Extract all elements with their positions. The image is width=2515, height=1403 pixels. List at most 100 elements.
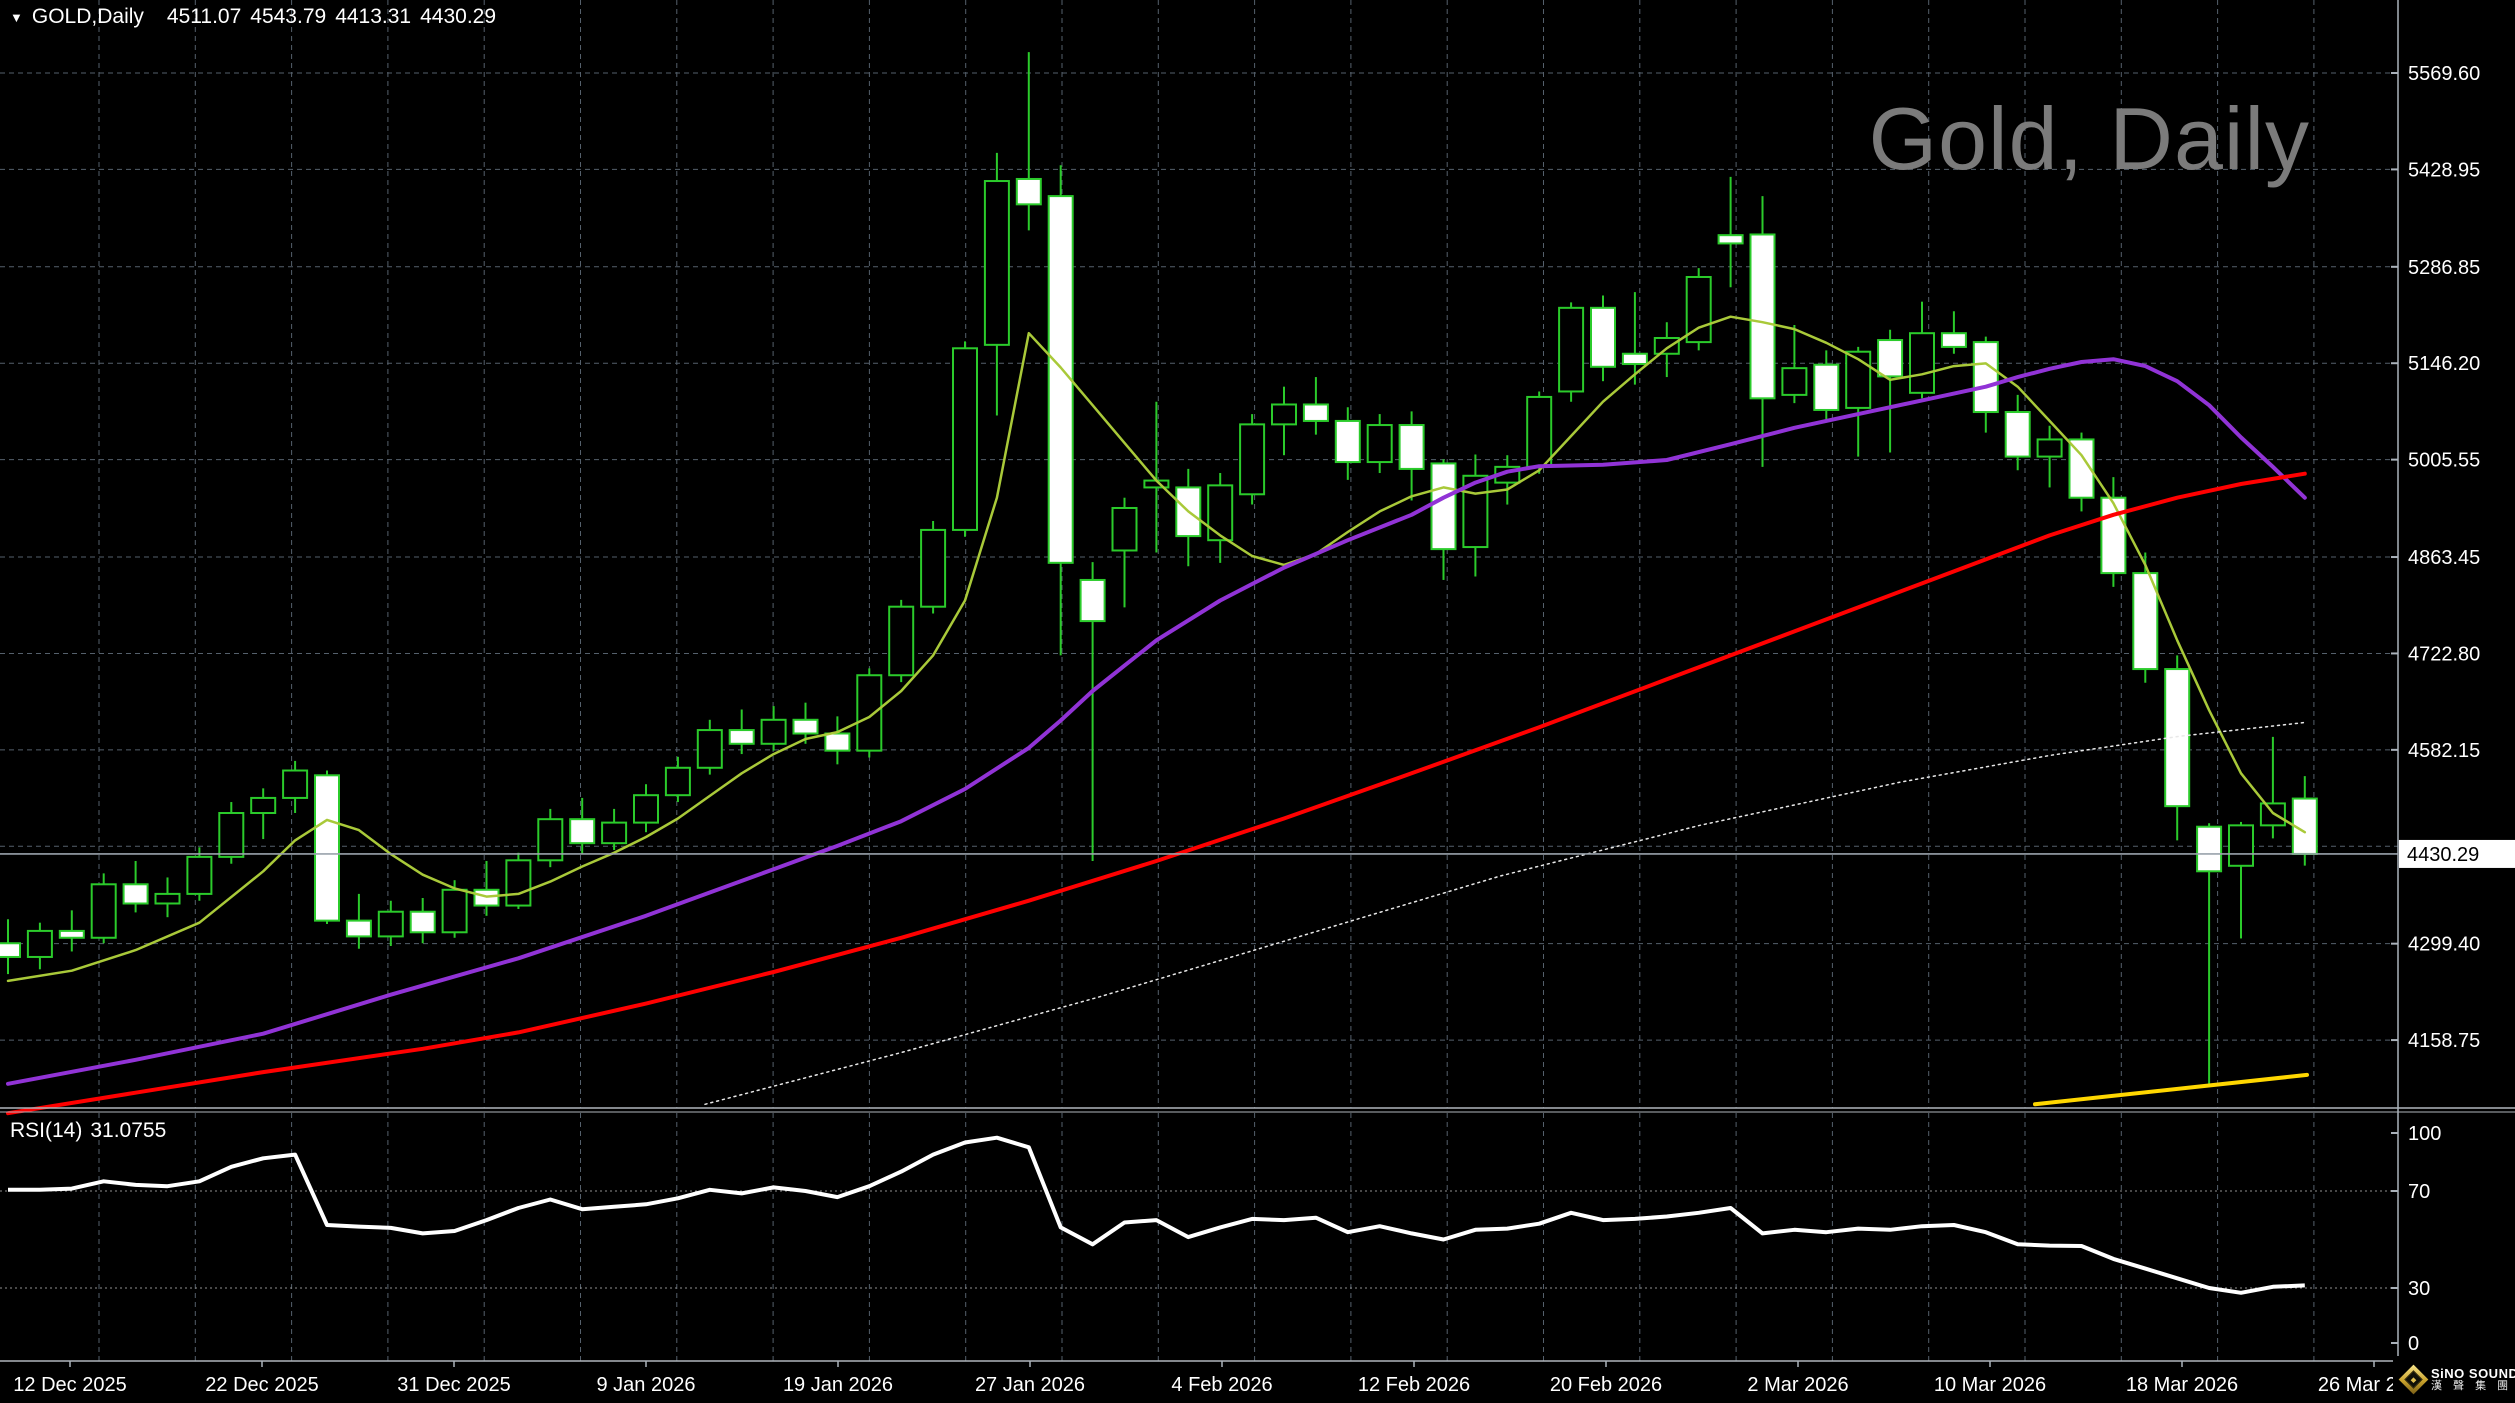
candle-bullish xyxy=(1271,403,1297,426)
time-axis-label: 9 Jan 2026 xyxy=(597,1374,696,1396)
indicator-name: RSI(14) xyxy=(10,1119,83,1142)
candle-bearish xyxy=(1015,177,1042,206)
time-axis-label: 2 Mar 2026 xyxy=(1747,1374,1848,1396)
ma-slow-line xyxy=(6,471,2307,1116)
candle-bullish xyxy=(2228,824,2254,867)
price-axis-label: 5146.20 xyxy=(2408,353,2480,375)
broker-logo: SiNO SOUND 漢 聲 集 團 xyxy=(2393,1356,2515,1403)
candle-bearish xyxy=(122,883,149,905)
candle-bearish xyxy=(2100,496,2127,575)
candle-bullish xyxy=(1845,350,1872,409)
candle-bearish xyxy=(1813,363,1840,411)
time-axis-label: 18 Mar 2026 xyxy=(2126,1374,2238,1396)
rsi-axis-label: 100 xyxy=(2408,1123,2441,1145)
candle-bearish xyxy=(1877,339,1904,378)
candle-bearish xyxy=(1590,306,1616,368)
time-axis-label: 31 Dec 2025 xyxy=(397,1374,510,1396)
rsi-axis-label: 70 xyxy=(2408,1181,2430,1203)
candle-bearish xyxy=(569,818,596,845)
time-axis-label: 4 Feb 2026 xyxy=(1171,1374,1272,1396)
candle-bearish xyxy=(1749,233,1776,400)
candle-bullish xyxy=(1207,484,1234,542)
candle-bearish xyxy=(345,919,372,938)
chart-watermark: Gold, Daily xyxy=(1868,89,2310,188)
candle-bullish xyxy=(90,883,117,939)
candle-bearish xyxy=(792,718,819,735)
candle-bearish xyxy=(0,942,21,958)
candle-bearish xyxy=(1047,195,1074,564)
time-axis-label: 12 Dec 2025 xyxy=(13,1374,126,1396)
candle-bullish xyxy=(920,528,947,608)
candle-bullish xyxy=(696,729,723,769)
broker-name-cn: 漢 聲 集 團 xyxy=(2431,1379,2513,1392)
candle-bearish xyxy=(1940,332,1967,348)
candle-bearish xyxy=(1175,486,1202,538)
candle-bullish xyxy=(186,855,213,895)
candle-bullish xyxy=(377,910,404,938)
time-axis-label: 27 Jan 2026 xyxy=(975,1374,1085,1396)
ohlc-high: 4543.79 xyxy=(250,5,327,28)
price-axis-label: 5005.55 xyxy=(2408,450,2480,472)
time-axis-label: 12 Feb 2026 xyxy=(1358,1374,1470,1396)
candle-bearish xyxy=(728,729,755,745)
time-axis-label: 19 Jan 2026 xyxy=(783,1374,893,1396)
ma-fast-line xyxy=(6,315,2307,983)
candle-bullish xyxy=(505,859,532,907)
time-axis-label: 10 Mar 2026 xyxy=(1934,1374,2046,1396)
candle-bullish xyxy=(664,766,691,797)
ohlc-open: 4511.07 xyxy=(166,5,242,28)
candle-bearish xyxy=(314,774,340,922)
candle-bearish xyxy=(58,929,85,939)
candle-bullish xyxy=(282,769,309,799)
price-axis-label: 4722.80 xyxy=(2408,643,2480,665)
candle-bearish xyxy=(1398,424,1425,470)
symbol-info-bar: ▼ GOLD,Daily 4511.07 4543.79 4413.31 443… xyxy=(10,5,496,29)
candle-bullish xyxy=(1558,306,1585,393)
broker-logo-icon xyxy=(2398,1364,2429,1395)
price-axis-label: 5286.85 xyxy=(2408,257,2480,279)
candle-bullish xyxy=(601,821,628,845)
candle-bullish xyxy=(983,180,1010,346)
candle-bullish xyxy=(856,674,883,752)
rsi-axis-label: 30 xyxy=(2408,1278,2430,1300)
candle-bullish xyxy=(760,718,787,745)
candle-bullish xyxy=(441,888,468,934)
candle-bullish xyxy=(1685,275,1712,344)
candle-bullish xyxy=(26,929,53,958)
candle-bullish xyxy=(250,796,277,815)
indicator-label: RSI(14) 31.0755 xyxy=(10,1119,166,1143)
ohlc-close: 4430.29 xyxy=(420,5,497,28)
symbol-dropdown-icon[interactable]: ▼ xyxy=(10,9,23,25)
candle-bearish xyxy=(1972,341,1999,414)
candle-bullish xyxy=(1909,332,1935,394)
candle-bullish xyxy=(154,892,181,905)
price-axis-label: 5428.95 xyxy=(2408,159,2480,181)
candle-bearish xyxy=(1621,352,1648,366)
candle-bearish xyxy=(2132,572,2159,671)
current-price-tag xyxy=(2399,839,2515,868)
candle-bullish xyxy=(2036,438,2063,458)
ma-long-dotted-line xyxy=(704,721,2306,1106)
symbol-name: GOLD,Daily xyxy=(31,5,144,28)
candle-bearish xyxy=(2004,411,2031,458)
time-axis-label: 20 Feb 2026 xyxy=(1550,1374,1662,1396)
time-axis-label: 22 Dec 2025 xyxy=(205,1374,318,1396)
ohlc-low: 4413.31 xyxy=(335,5,412,28)
price-axis-label: 4158.75 xyxy=(2408,1030,2480,1052)
ma-mid-line xyxy=(6,357,2307,1086)
price-axis-label: 4863.45 xyxy=(2408,547,2480,569)
candle-bullish xyxy=(218,812,245,858)
candle-bearish xyxy=(1079,578,1106,623)
candle-bullish xyxy=(888,605,915,677)
candle-bullish xyxy=(1111,506,1138,552)
candle-bearish xyxy=(2196,825,2223,873)
candle-bearish xyxy=(409,910,436,934)
candle-bearish xyxy=(824,732,851,752)
indicator-value: 31.0755 xyxy=(90,1119,167,1142)
candle-bearish xyxy=(1334,419,1361,464)
candle-bullish xyxy=(1653,336,1680,355)
candle-bearish xyxy=(1302,403,1329,422)
rsi-line xyxy=(8,1135,2305,1295)
